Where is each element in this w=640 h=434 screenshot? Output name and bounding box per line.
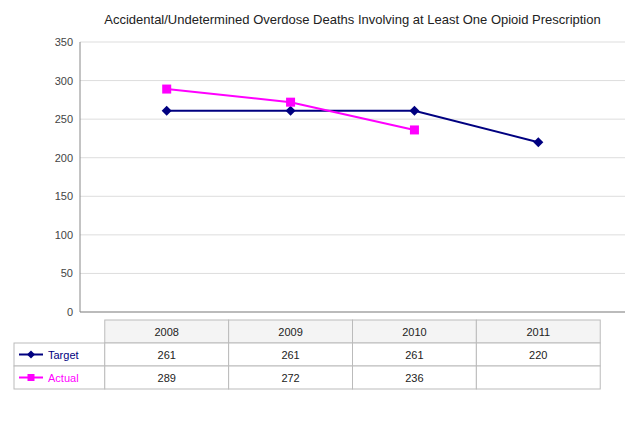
plot-area [162,85,544,148]
table-header: 2011 [526,326,550,338]
table-header: 2009 [278,326,302,338]
table-value: 261 [281,349,299,361]
y-tick-label: 250 [55,113,73,125]
table-cell [476,343,600,366]
legend-icon-marker [27,351,35,359]
y-tick-label: 300 [55,75,73,87]
data-point [410,125,419,134]
table-cell [476,366,600,389]
table-value: 289 [158,372,176,384]
grid-line [80,234,625,235]
table-value: 236 [405,372,423,384]
table-value: 272 [281,372,299,384]
data-point [286,106,296,116]
table-cell [229,343,353,366]
series-line [167,89,415,130]
table-header-cell [476,320,600,343]
grid-line [80,42,625,43]
table-row-label-cell [14,343,105,366]
data-point [286,98,295,107]
legend-icon-marker [28,374,35,381]
grid-line [80,273,625,274]
table-header: 2008 [154,326,178,338]
data-point [409,106,419,116]
table-cell [105,366,229,389]
y-tick-label: 0 [67,306,73,318]
data-table: 2008 2009 2010 2011 Target 261 261 261 220 Actual… [14,320,600,389]
table-header-cell [229,320,353,343]
table-cell [229,366,353,389]
table-row-label: Actual [48,372,79,384]
table-row-label-cell [14,366,105,389]
y-tick-label: 100 [55,229,73,241]
table-cell [353,343,477,366]
table-cell [353,366,477,389]
data-point [162,106,172,116]
table-header-cell [353,320,477,343]
grid-line [80,196,625,197]
y-tick-label: 150 [55,190,73,202]
title: Accidental/Undetermined Overdose Deaths … [104,12,600,27]
table-row-label: Target [48,349,79,361]
y-axis-line [80,42,81,312]
y-tick-label: 50 [61,267,73,279]
grid-line [80,312,625,313]
grid-line [80,80,625,81]
table-value: 261 [158,349,176,361]
grid-line [80,119,625,120]
table-header-cell [105,320,229,343]
x-axis-line [80,312,625,313]
y-tick-label: 350 [55,36,73,48]
table-value: 261 [405,349,423,361]
data-point [162,85,171,94]
table-value: 220 [529,349,547,361]
table-cell [105,343,229,366]
data-point [533,137,543,147]
y-tick-label: 200 [55,152,73,164]
grid-line [80,157,625,158]
chart: Accidental/Undetermined Overdose Deaths … [0,0,640,434]
table-header: 2010 [402,326,426,338]
